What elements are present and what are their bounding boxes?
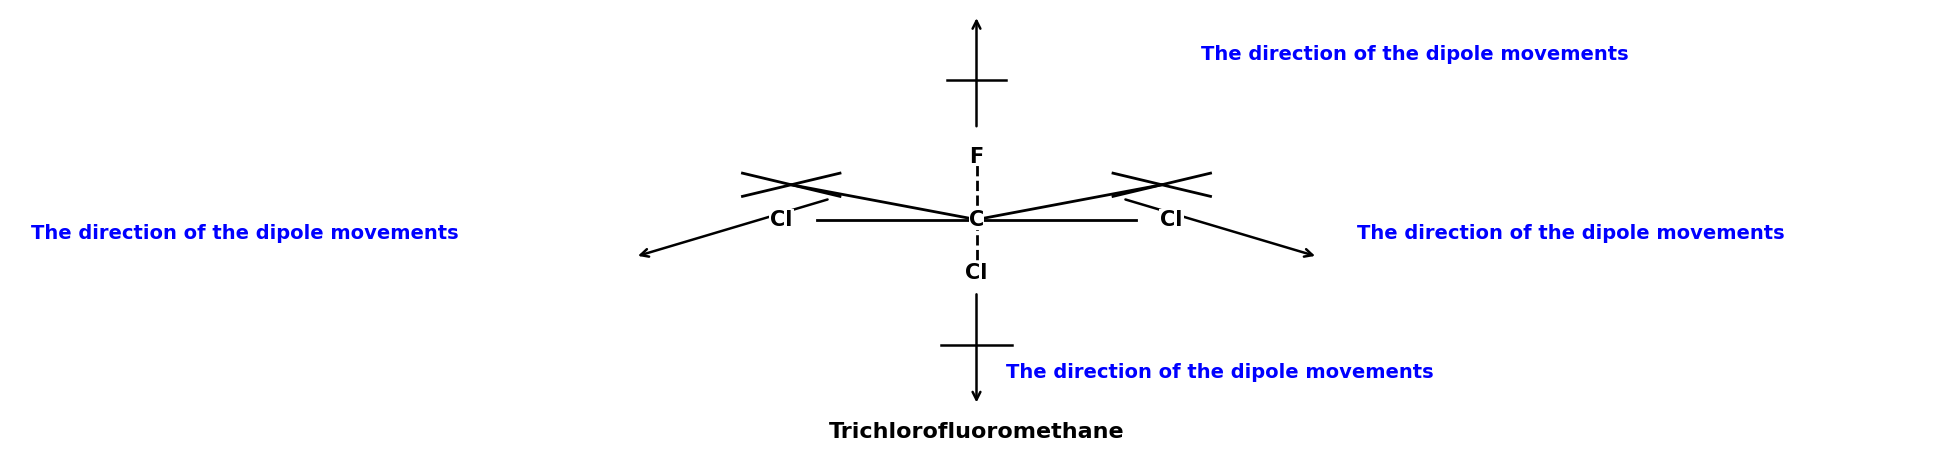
Text: F: F (969, 147, 984, 167)
Text: Trichlorofluoromethane: Trichlorofluoromethane (828, 422, 1125, 442)
Text: Cl: Cl (1160, 210, 1184, 230)
Text: The direction of the dipole movements: The direction of the dipole movements (31, 224, 459, 243)
Text: Cl: Cl (769, 210, 793, 230)
Text: Cl: Cl (965, 263, 988, 283)
Text: C: C (969, 210, 984, 230)
Text: The direction of the dipole movements: The direction of the dipole movements (1357, 224, 1785, 243)
Text: The direction of the dipole movements: The direction of the dipole movements (1201, 45, 1629, 64)
Text: The direction of the dipole movements: The direction of the dipole movements (1006, 363, 1434, 382)
